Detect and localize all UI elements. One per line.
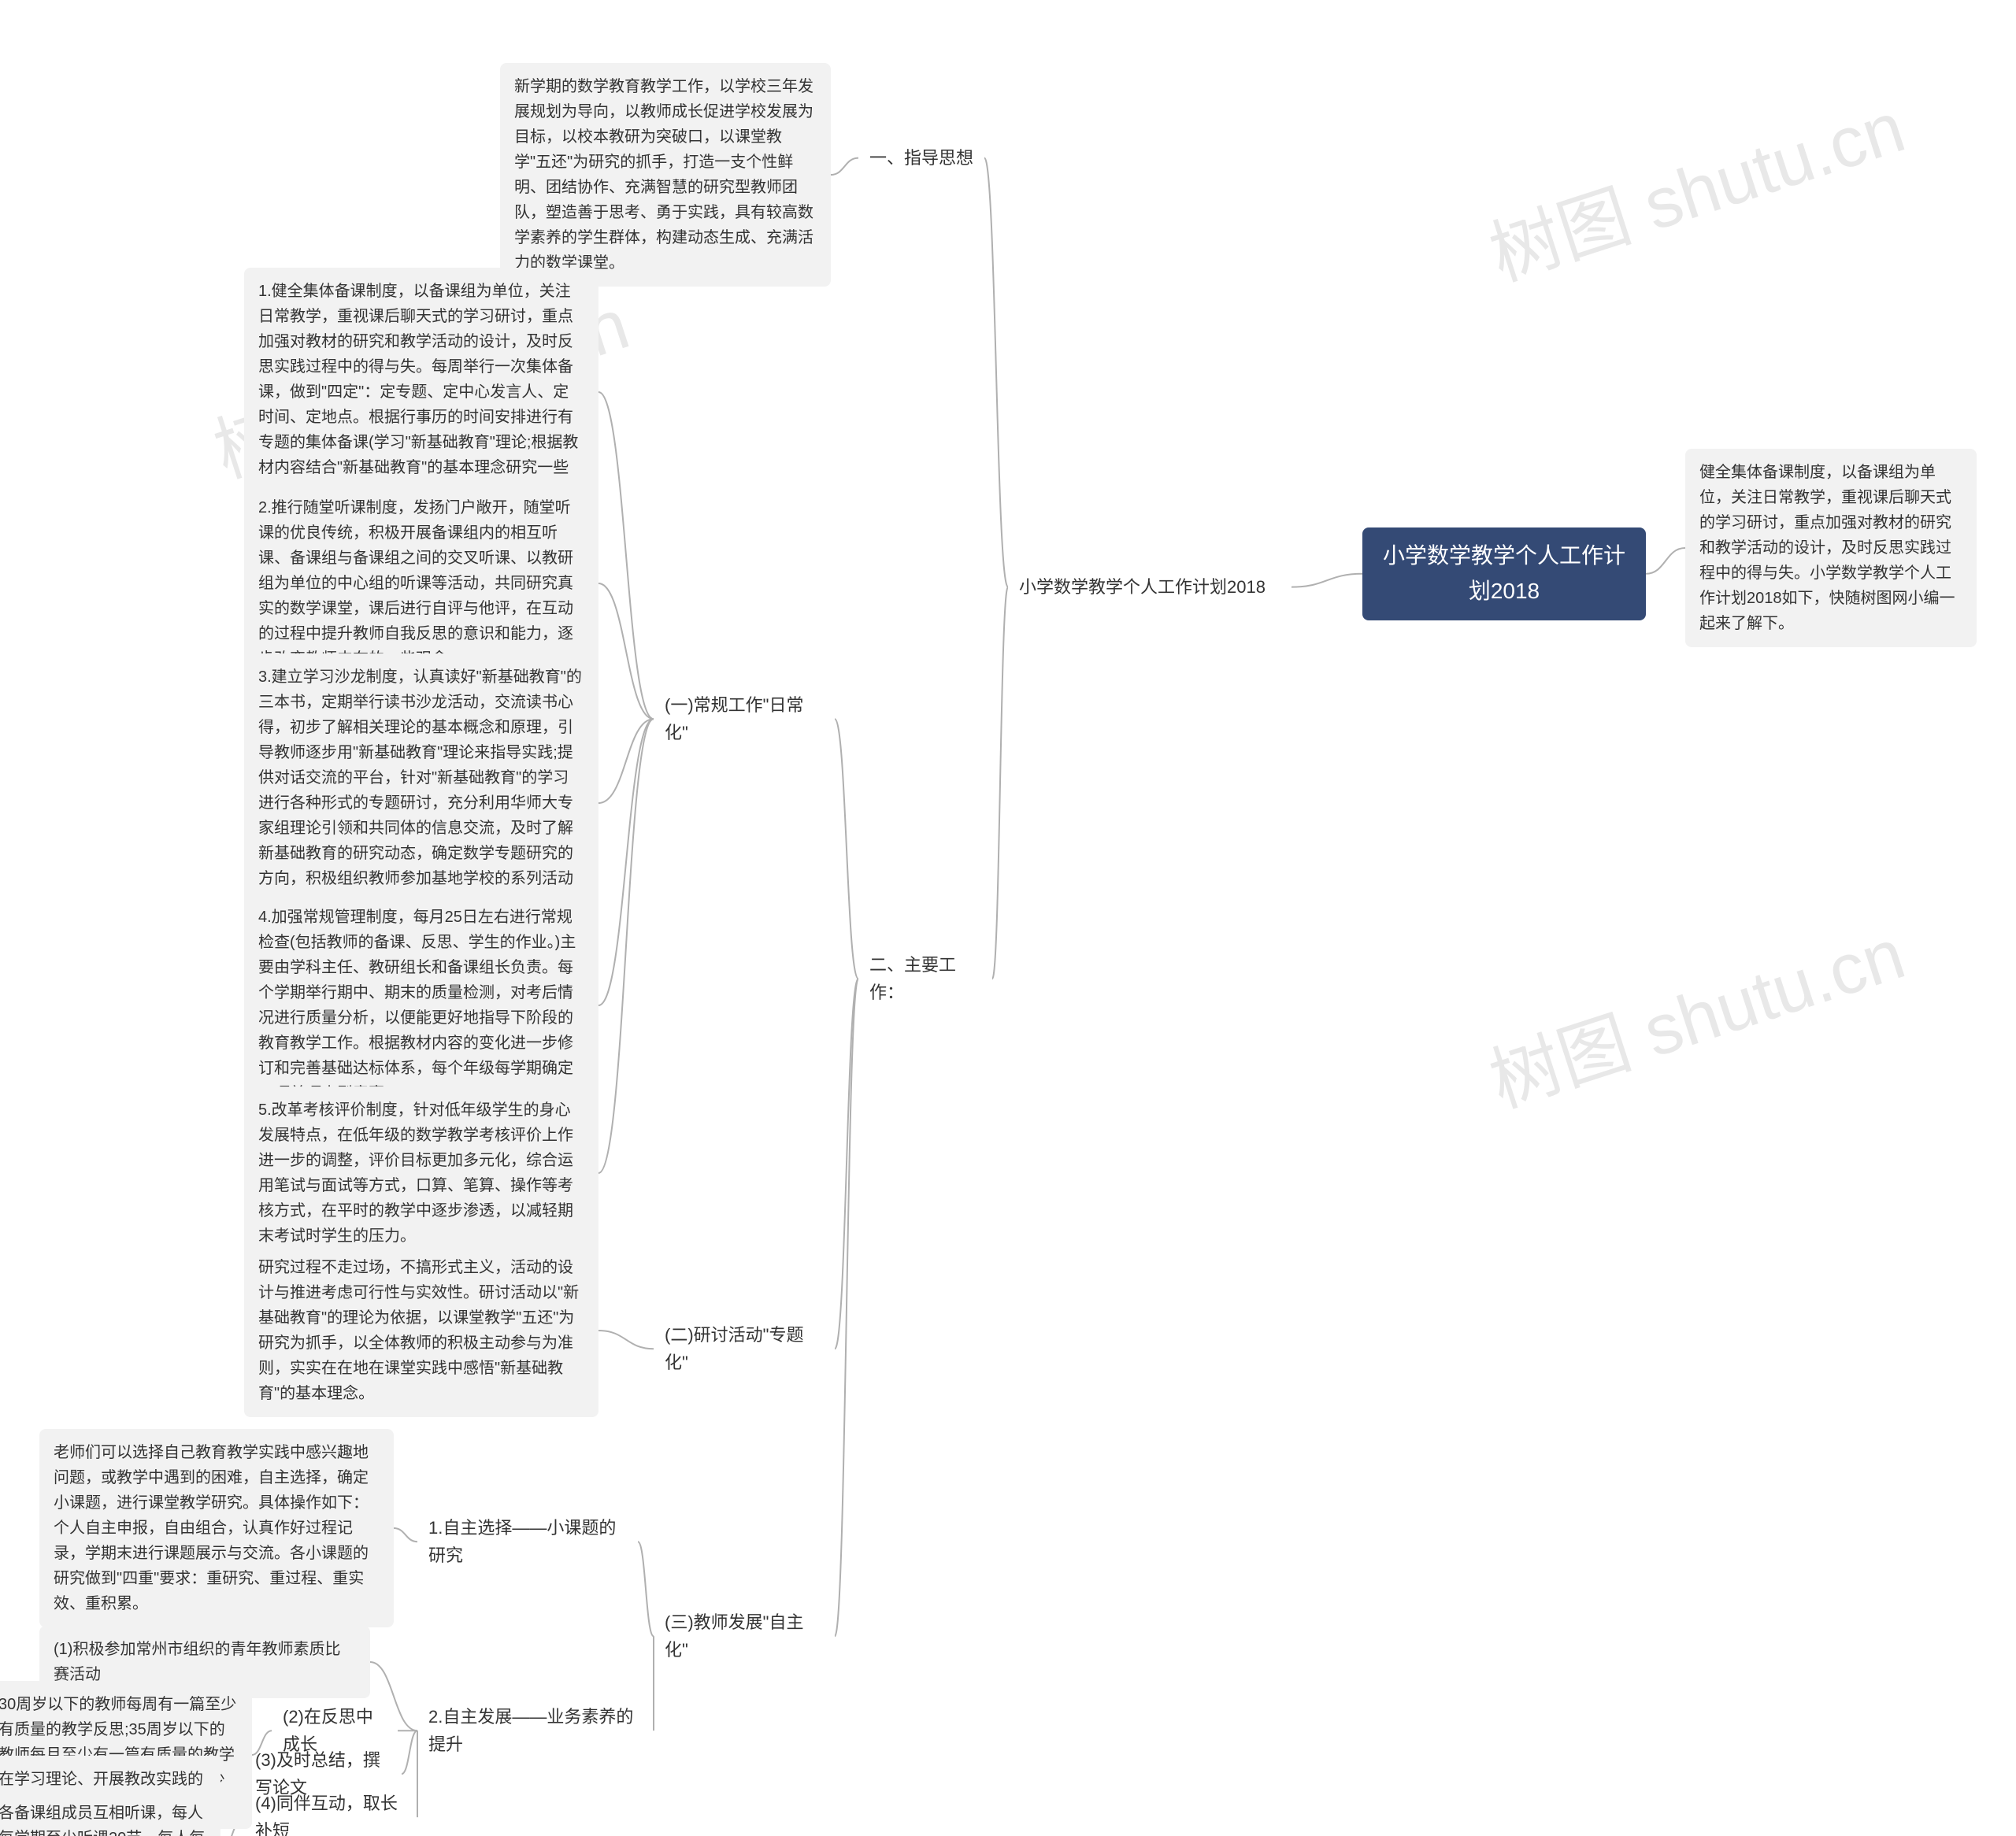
branch-2b: (二)研讨活动"专题化" (654, 1315, 835, 1383)
leaf-b2c2d1: 各备课组成员互相听课，每人每学期至少听课20节，每人每学期至少上研究课1节(包括… (0, 1790, 220, 1836)
level1-title: 小学数学教学个人工作计划2018 (1008, 567, 1292, 607)
branch-2c1: 1.自主选择——小课题的研究 (417, 1508, 638, 1575)
branch-1-leaf-1: 新学期的数学教育教学工作，以学校三年发展规划为导向，以教师成长促进学校发展为目标… (500, 63, 831, 287)
root-node: 小学数学教学个人工作计划2018 (1362, 527, 1646, 620)
branch-2: 二、主要工作： (858, 945, 992, 1012)
branch-1: 一、指导思想 (858, 138, 984, 178)
leaf-b2a5: 5.改革考核评价制度，针对低年级学生的身心发展特点，在低年级的数学教学考核评价上… (244, 1086, 598, 1260)
branch-2c2: 2.自主发展——业务素养的提升 (417, 1697, 654, 1764)
leaf-b2b1: 研究过程不走过场，不搞形式主义，活动的设计与推进考虑可行性与实效性。研讨活动以"… (244, 1244, 598, 1417)
branch-2c2d: (4)同伴互动，取长补短 (244, 1783, 417, 1836)
branch-2c: (三)教师发展"自主化" (654, 1602, 835, 1670)
summary-node: 健全集体备课制度，以备课组为单位，关注日常教学，重视课后聊天式的学习研讨，重点加… (1685, 449, 1977, 647)
leaf-b2c1a: 老师们可以选择自己教育教学实践中感兴趣地问题，或教学中遇到的困难，自主选择，确定… (39, 1429, 394, 1627)
branch-2a: (一)常规工作"日常化" (654, 685, 835, 753)
leaf-b2a4: 4.加强常规管理制度，每月25日左右进行常规检查(包括教师的备课、反思、学生的作… (244, 894, 598, 1117)
leaf-b2a1: 1.健全集体备课制度，以备课组为单位，关注日常教学，重视课后聊天式的学习研讨，重… (244, 268, 598, 516)
